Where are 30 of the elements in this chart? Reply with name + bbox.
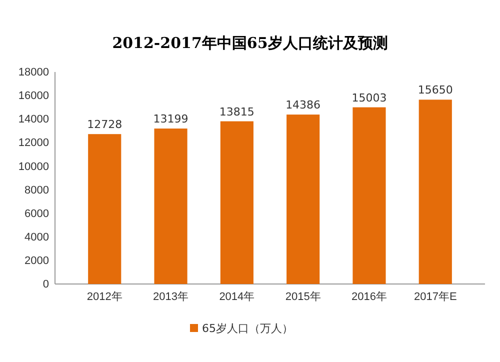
x-tick-label: 2017年E <box>414 290 457 303</box>
x-tick-label: 2014年 <box>219 290 255 303</box>
data-label: 12728 <box>87 118 122 132</box>
legend-label: 65岁人口（万人） <box>202 322 293 335</box>
y-tick-label: 2000 <box>24 254 49 267</box>
chart-title: 2012-2017年中国65岁人口统计及预测 <box>112 34 388 52</box>
bar <box>154 128 188 284</box>
bar <box>418 100 452 284</box>
y-tick-label: 14000 <box>18 114 49 126</box>
y-tick-label: 8000 <box>24 184 49 196</box>
y-tick-label: 16000 <box>18 90 49 102</box>
y-tick-label: 6000 <box>24 208 49 220</box>
y-tick-label: 0 <box>42 278 49 291</box>
bar <box>220 121 254 284</box>
x-tick-label: 2016年 <box>351 290 387 303</box>
y-tick-label: 4000 <box>24 231 49 244</box>
data-label: 13815 <box>219 105 254 118</box>
x-tick-label: 2012年 <box>86 290 122 303</box>
bar <box>286 114 320 284</box>
data-label: 14386 <box>286 98 321 112</box>
x-tick-label: 2013年 <box>153 290 189 303</box>
data-label: 15003 <box>352 91 387 104</box>
data-label: 13199 <box>153 112 188 126</box>
bar <box>352 107 386 284</box>
x-tick-label: 2015年 <box>285 290 321 303</box>
bar <box>88 134 122 284</box>
data-label: 15650 <box>418 84 453 97</box>
y-tick-label: 12000 <box>18 137 49 150</box>
y-tick-label: 10000 <box>18 160 49 173</box>
y-tick-label: 18000 <box>18 66 49 79</box>
